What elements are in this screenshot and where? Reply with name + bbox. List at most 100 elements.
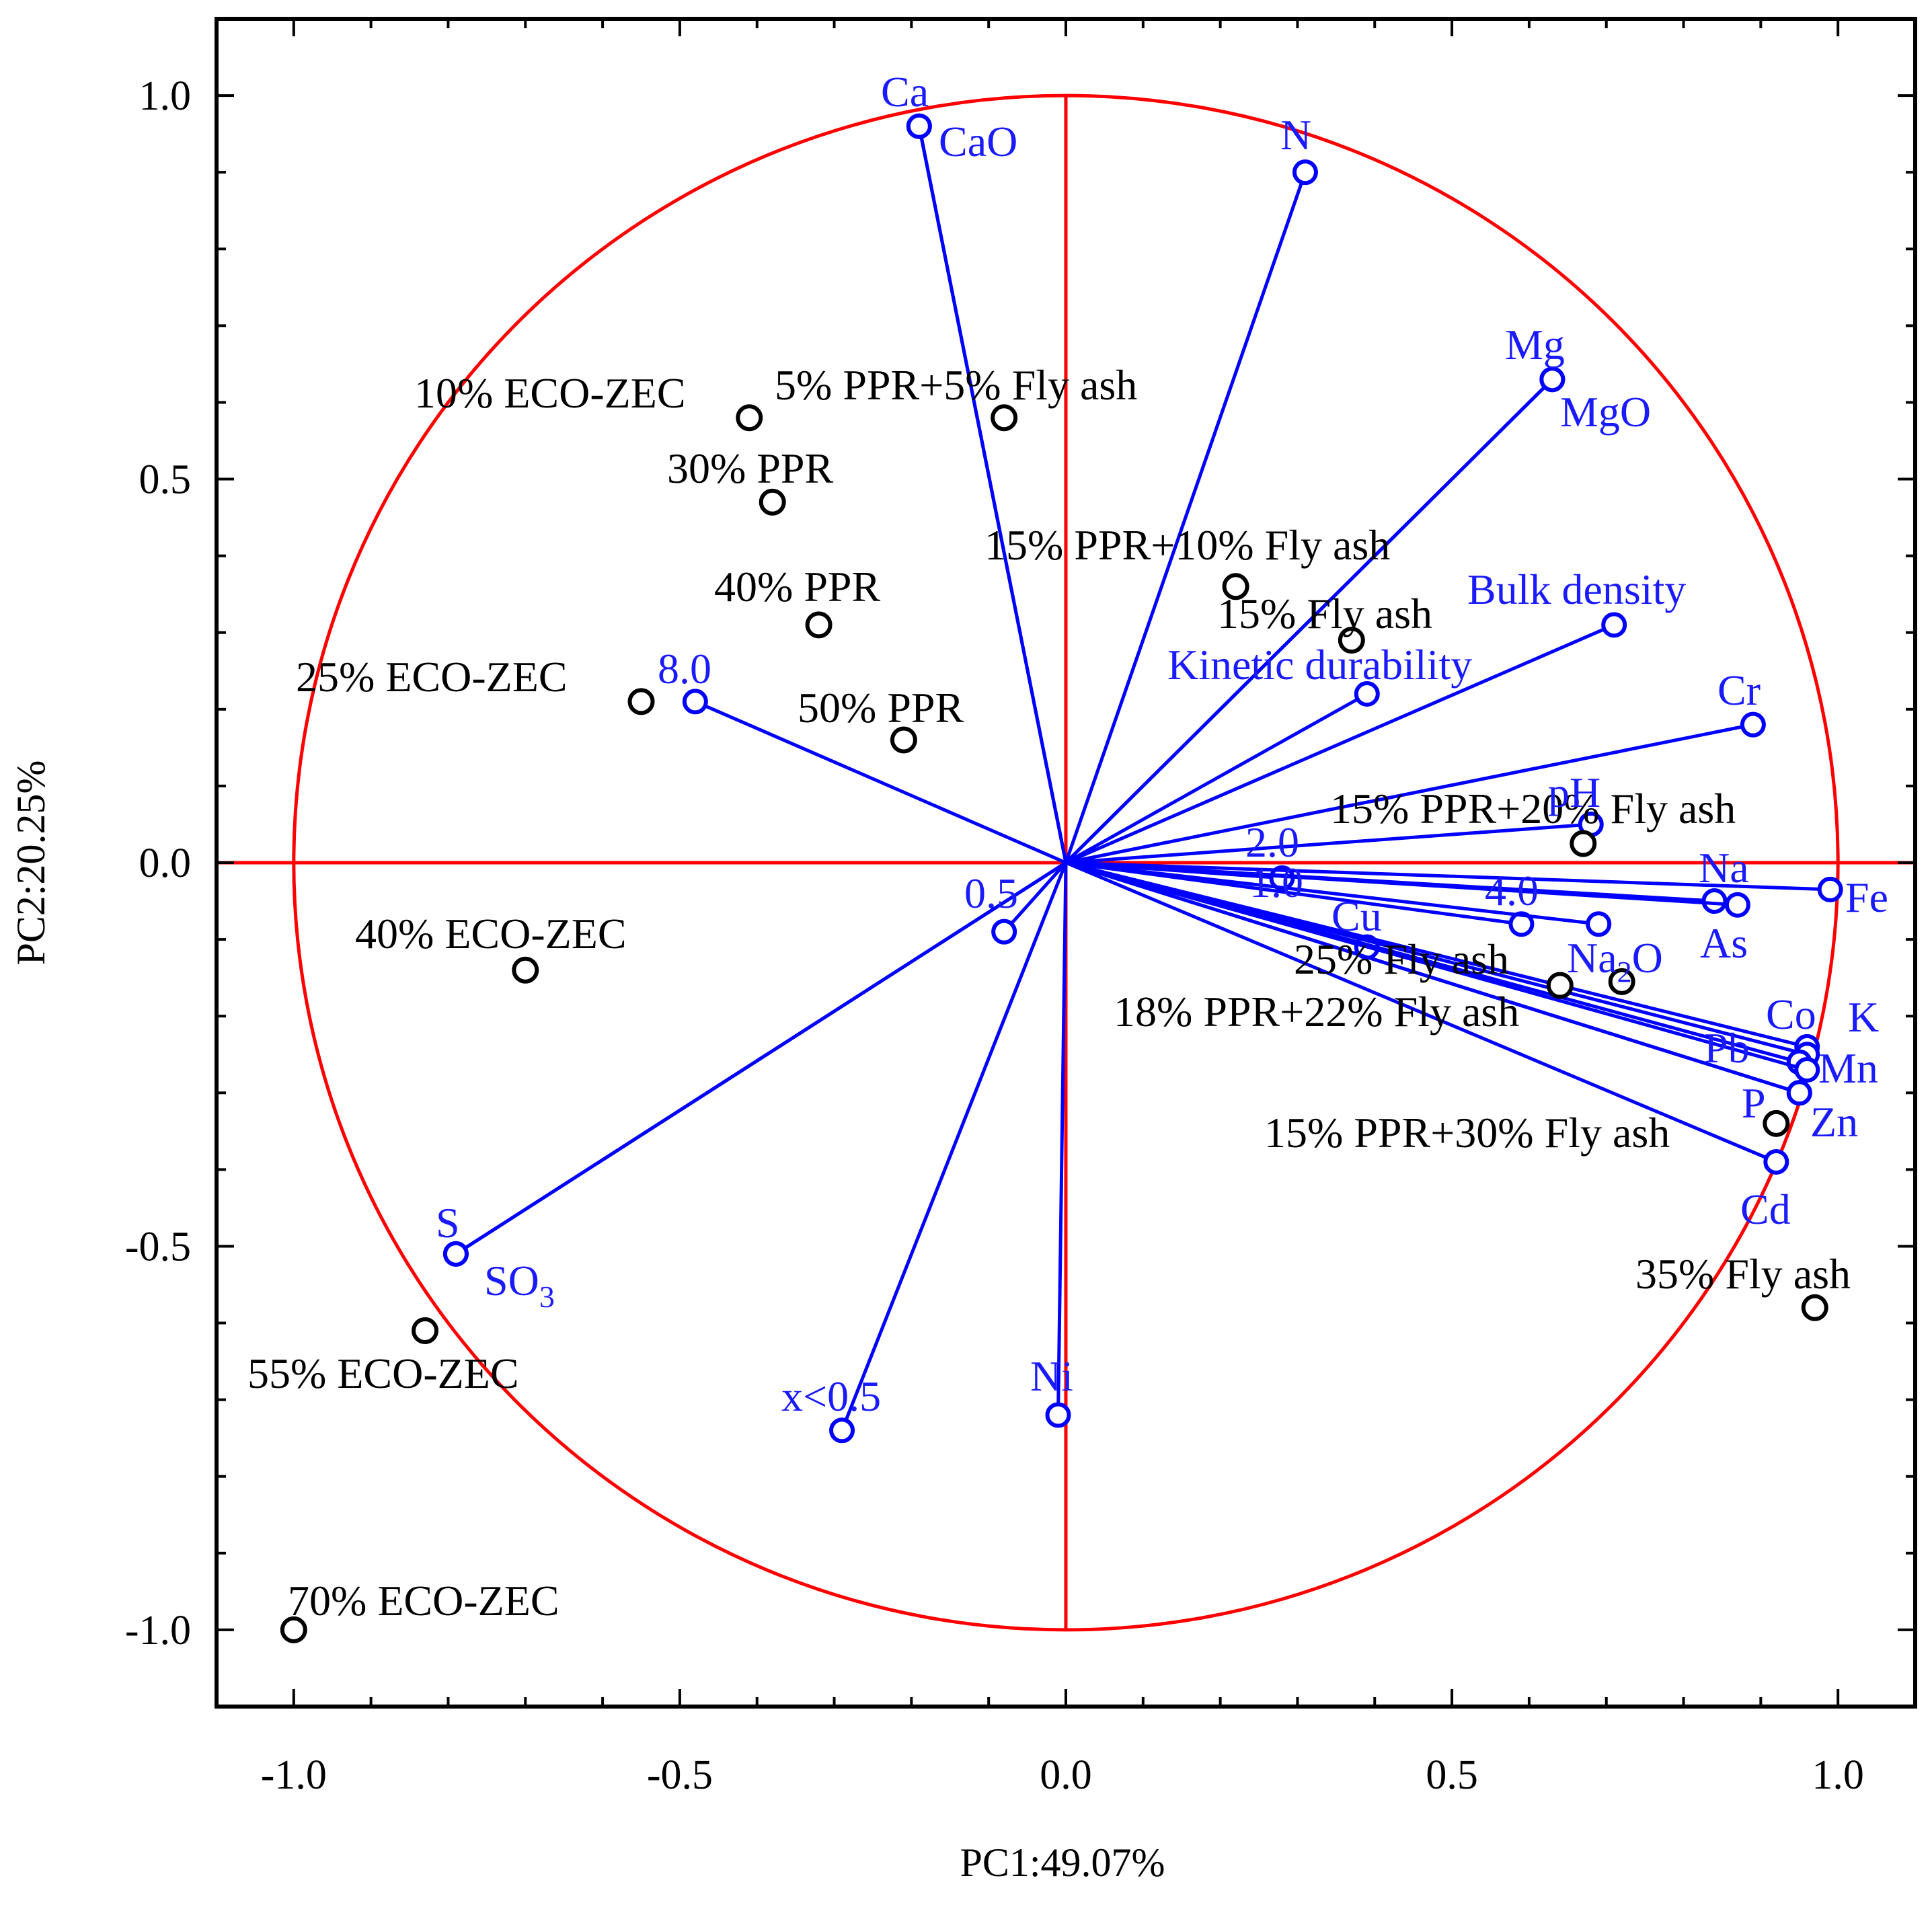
vector-line-mn xyxy=(1065,861,1808,1072)
vector-line-ph xyxy=(1065,822,1591,865)
vector-point-cr xyxy=(1740,711,1766,738)
x-tick-label: -0.5 xyxy=(647,1752,713,1798)
vector-point-0-5 xyxy=(991,919,1017,945)
sample-point-15-ppr-10-fly-ash xyxy=(1222,573,1249,600)
vector-label-kinetic-durability: Kinetic durability xyxy=(1167,641,1472,689)
vector-label-1-0-fragment: 1.0 xyxy=(1249,859,1303,906)
vector-label-bulk-density: Bulk density xyxy=(1467,565,1686,613)
vector-label-2-0: 2.0 xyxy=(1245,818,1299,866)
vector-point-cd xyxy=(1763,1148,1789,1175)
y-tick-label: 0.0 xyxy=(139,841,192,886)
vector-label-ph: pH xyxy=(1548,769,1600,816)
vector-point-bulk-density xyxy=(1601,612,1627,638)
x-axis-title: PC1:49.07% xyxy=(960,1840,1165,1885)
sample-point-10-eco-zec xyxy=(736,404,763,432)
vector-label-n: N xyxy=(1280,111,1311,159)
sample-label-18-ppr-22-fly-ash: 18% PPR+22% Fly ash xyxy=(1114,988,1519,1035)
sample-point-25-fly-ash xyxy=(1546,972,1574,999)
vector-point-4-0 xyxy=(1508,911,1535,937)
sample-point-5-ppr-5-fly-ash xyxy=(991,404,1018,432)
x-tick-label: 0.5 xyxy=(1426,1752,1478,1798)
vector-line-8-0 xyxy=(694,700,1067,865)
y-tick-label: 0.5 xyxy=(139,457,192,503)
vector-line-fe xyxy=(1065,861,1830,892)
sample-label-70-eco-zec: 70% ECO-ZEC xyxy=(288,1577,559,1625)
sample-point-40-ppr xyxy=(805,611,833,639)
y-tick-label: 1.0 xyxy=(139,73,192,119)
sample-label-5-ppr-5-fly-ash: 5% PPR+5% Fly ash xyxy=(775,361,1137,409)
vector-label-fe: Fe xyxy=(1845,873,1888,921)
vector-label-zn: Zn xyxy=(1810,1098,1858,1146)
sample-point-25-eco-zec xyxy=(627,688,655,715)
sample-point-30-ppr xyxy=(759,488,786,516)
sample-label-10-eco-zec: 10% ECO-ZEC xyxy=(414,369,686,417)
vector-label-cu: Cu xyxy=(1331,892,1382,940)
vector-point-na xyxy=(1701,888,1728,914)
sample-label-15-ppr-10-fly-ash: 15% PPR+10% Fly ash xyxy=(984,521,1390,569)
vector-label-4-0: 4.0 xyxy=(1485,867,1539,914)
sample-label-40-eco-zec: 40% ECO-ZEC xyxy=(355,910,627,958)
vector-line-0-5 xyxy=(1003,861,1067,933)
x-tick-label: -1.0 xyxy=(261,1752,327,1798)
vector-label-as: As xyxy=(1700,919,1748,967)
vector-point-kinetic-durability xyxy=(1354,681,1380,707)
vector-point-n xyxy=(1292,159,1318,186)
vector-point-na2o xyxy=(1586,911,1612,937)
vector-line-cd xyxy=(1065,861,1777,1164)
sample-label-15-fly-ash: 15% Fly ash xyxy=(1217,590,1432,637)
vector-label-na2o: Na2O xyxy=(1567,934,1663,988)
sample-point-70-eco-zec xyxy=(280,1616,307,1643)
x-tick-label: 0.0 xyxy=(1040,1752,1092,1798)
vector-line-na2o xyxy=(1065,861,1599,926)
sample-point-50-ppr xyxy=(890,726,917,754)
vector-line-x-0-5 xyxy=(840,862,1068,1432)
sample-point-15-ppr-20-fly-ash xyxy=(1570,830,1597,857)
sample-point-35-fly-ash xyxy=(1801,1294,1828,1321)
sample-label-15-ppr-30-fly-ash: 15% PPR+30% Fly ash xyxy=(1264,1109,1670,1157)
vector-label-0-5: 0.5 xyxy=(964,869,1018,917)
vector-label-p: P xyxy=(1742,1079,1766,1127)
vector-line-cr xyxy=(1065,723,1754,865)
vector-label-mg: Mg xyxy=(1505,321,1565,368)
y-axis-title: PC2:20.25% xyxy=(9,760,53,965)
sample-point-15-fly-ash xyxy=(1338,627,1365,654)
sample-point-40-eco-zec xyxy=(512,956,539,984)
vector-label-k: K xyxy=(1848,993,1879,1041)
vector-label-ni: Ni xyxy=(1030,1352,1073,1400)
vector-point-8-0 xyxy=(682,689,708,715)
vector-label-co: Co xyxy=(1766,990,1816,1038)
vector-label-cao: CaO xyxy=(939,118,1017,165)
vector-point-as xyxy=(1724,892,1750,918)
x-tick-label: 1.0 xyxy=(1812,1752,1864,1798)
vector-point-so3 xyxy=(442,1241,469,1267)
vector-line-mgo xyxy=(1065,378,1554,864)
sample-label-30-ppr: 30% PPR xyxy=(667,444,834,492)
vector-point-zn xyxy=(1786,1080,1812,1106)
vector-line-so3 xyxy=(455,861,1067,1255)
vector-point-fe xyxy=(1817,876,1843,902)
vector-line-kinetic-durability xyxy=(1065,692,1368,865)
sample-label-25-eco-zec: 25% ECO-ZEC xyxy=(296,653,568,701)
vector-line-bulk-density xyxy=(1065,623,1615,865)
sample-label-15-ppr-20-fly-ash: 15% PPR+20% Fly ash xyxy=(1330,785,1736,832)
sample-point-18-ppr-22-fly-ash xyxy=(1608,968,1635,995)
y-tick-label: -1.0 xyxy=(125,1608,191,1653)
vector-line-cao xyxy=(917,126,1068,863)
vector-label-ca: Ca xyxy=(881,68,929,116)
vector-label-pb: Pb xyxy=(1704,1024,1750,1072)
vector-line-ni xyxy=(1056,862,1068,1415)
sample-label-25-fly-ash: 25% Fly ash xyxy=(1294,935,1509,983)
vector-point-mn xyxy=(1794,1057,1820,1083)
sample-label-35-fly-ash: 35% Fly ash xyxy=(1635,1250,1851,1298)
vector-label-na: Na xyxy=(1699,844,1749,892)
vector-line-n xyxy=(1064,171,1307,863)
vector-label-mn: Mn xyxy=(1818,1044,1878,1092)
vector-point-x-0-5 xyxy=(829,1417,855,1444)
vector-label-so3: SO3 xyxy=(484,1257,555,1314)
sample-label-55-eco-zec: 55% ECO-ZEC xyxy=(247,1350,519,1397)
sample-point-55-eco-zec xyxy=(412,1317,439,1344)
vector-line-as xyxy=(1065,861,1738,907)
vector-label-mgo: MgO xyxy=(1560,388,1651,436)
vector-label-8-0: 8.0 xyxy=(658,645,711,693)
